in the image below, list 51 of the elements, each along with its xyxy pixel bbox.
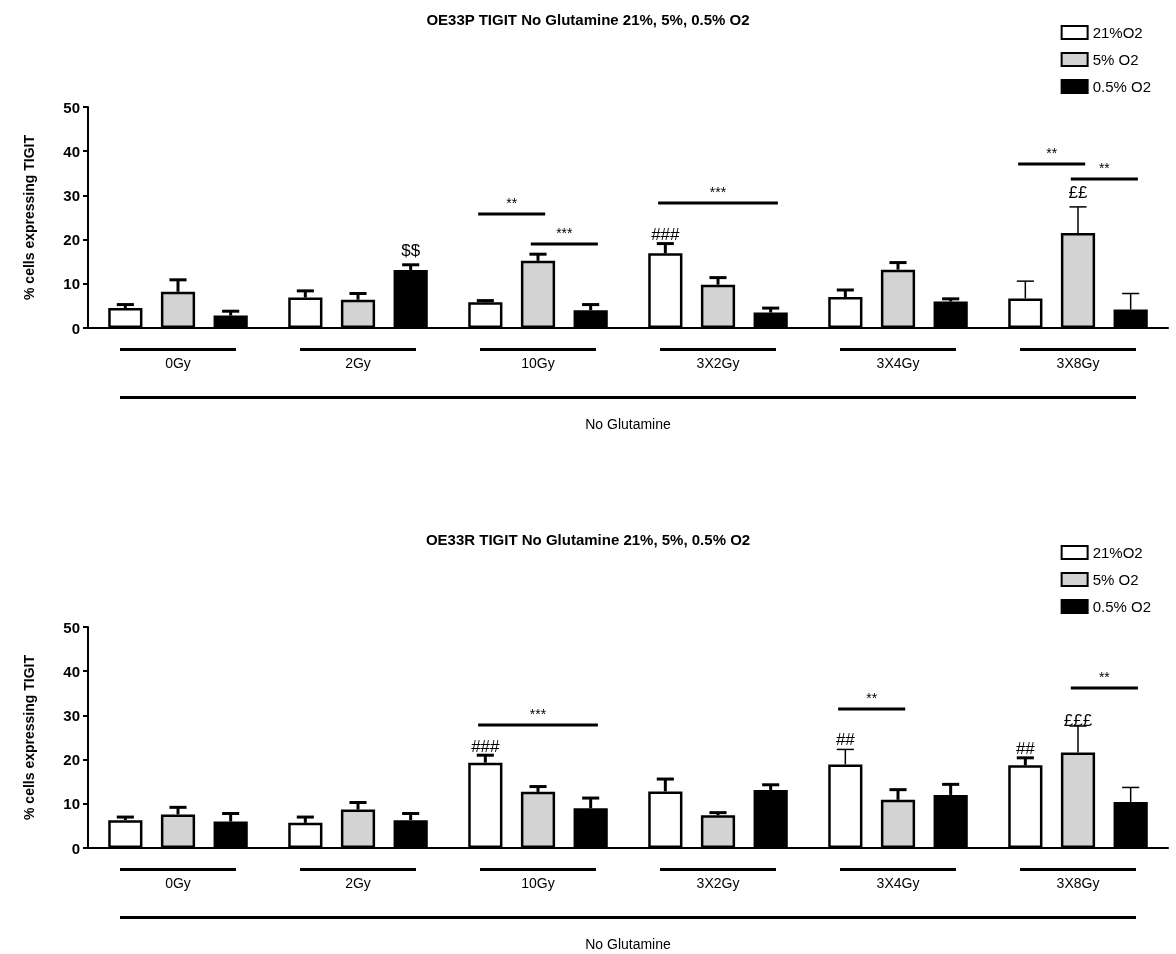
y-tick-label: 30 [63, 186, 80, 204]
chart-title: OE33R TIGIT No Glutamine 21%, 5%, 0.5% O2 [425, 531, 751, 548]
legend-label: 5% O2 [1092, 51, 1139, 68]
annotation: *** [556, 225, 574, 241]
x-tick-label: 10Gy [521, 355, 555, 371]
annotation: ** [506, 195, 518, 211]
annotation: £££ [1063, 710, 1093, 730]
x-tick-label: 3X2Gy [696, 875, 740, 891]
annotation: ** [1098, 669, 1111, 685]
x-axis-title: No Glutamine [584, 936, 672, 952]
x-tick-label: 0Gy [165, 875, 191, 891]
x-tick-label: 3X8Gy [1056, 355, 1100, 371]
y-tick-label: 40 [63, 142, 80, 160]
x-tick-label: 2Gy [345, 355, 371, 371]
x-tick-label: 10Gy [521, 875, 555, 891]
y-tick-label: 10 [63, 795, 80, 813]
legend-label: 0.5% O2 [1092, 78, 1152, 95]
annotation: ## [835, 729, 856, 749]
y-tick-label: 30 [63, 706, 80, 724]
legend-label: 5% O2 [1092, 571, 1139, 588]
legend-label: 21%O2 [1092, 544, 1143, 561]
x-tick-label: 3X4Gy [876, 355, 920, 371]
y-tick-label: 10 [63, 275, 80, 293]
annotation: *** [709, 184, 727, 200]
y-tick-label: 20 [63, 751, 80, 769]
x-tick-label: 3X4Gy [876, 875, 920, 891]
x-tick-label: 0Gy [165, 355, 191, 371]
annotation: *** [529, 706, 547, 722]
y-tick-label: 50 [63, 98, 80, 116]
y-axis-title: % cells expressing TIGIT [21, 134, 37, 300]
chart-title: OE33P TIGIT No Glutamine 21%, 5%, 0.5% O2 [426, 11, 750, 28]
y-tick-label: 0 [71, 319, 80, 337]
x-tick-label: 3X8Gy [1056, 875, 1100, 891]
annotation: ### [651, 224, 681, 244]
x-tick-label: 2Gy [345, 875, 371, 891]
legend-label: 0.5% O2 [1092, 598, 1152, 615]
annotation: ** [1098, 160, 1111, 176]
y-tick-label: 50 [63, 618, 80, 636]
annotation: ### [471, 736, 501, 756]
x-axis-title: No Glutamine [584, 416, 672, 432]
annotation: $$ [401, 240, 421, 260]
annotation: ## [1015, 738, 1036, 758]
legend-label: 21%O2 [1092, 24, 1143, 41]
y-axis-title: % cells expressing TIGIT [21, 654, 37, 820]
y-tick-label: 40 [63, 662, 80, 680]
x-tick-label: 3X2Gy [696, 355, 740, 371]
annotation: ** [1046, 145, 1058, 161]
annotation: ££ [1068, 182, 1088, 202]
y-tick-label: 20 [63, 231, 80, 249]
y-tick-label: 0 [71, 839, 80, 857]
annotation: ** [866, 690, 878, 706]
